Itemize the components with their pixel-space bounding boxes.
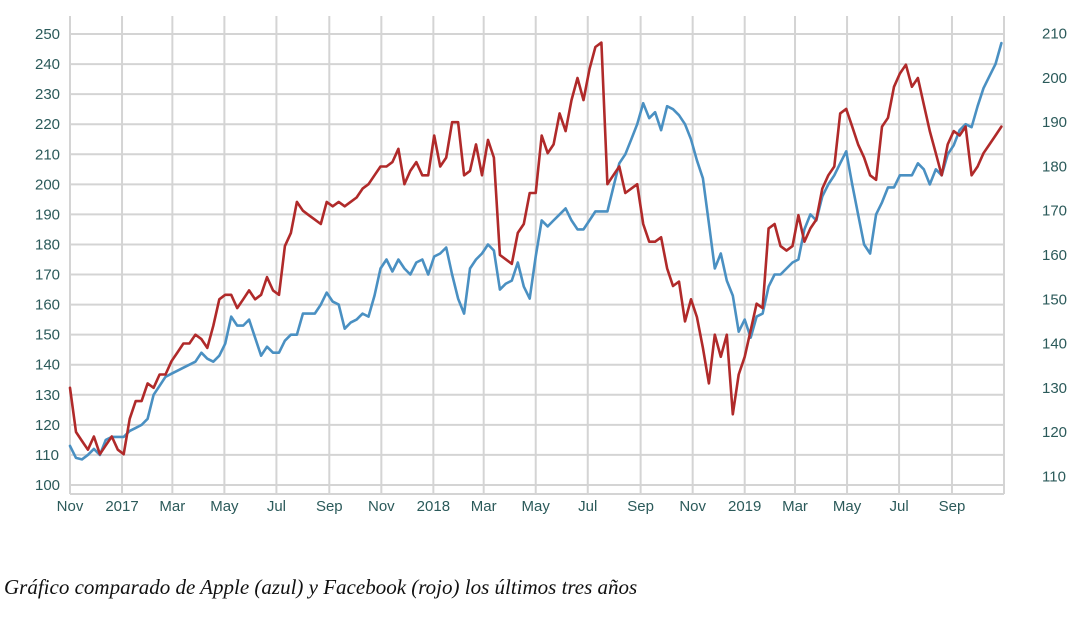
x-axis-tick-label: Nov: [368, 498, 395, 515]
right-axis-tick-label: 150: [1042, 291, 1067, 308]
chart-caption: Gráfico comparado de Apple (azul) y Face…: [4, 575, 638, 599]
x-axis-tick-label: Sep: [316, 498, 343, 515]
x-axis-tick-label: Nov: [679, 498, 706, 515]
right-axis-tick-label: 210: [1042, 26, 1067, 43]
left-axis-tick-label: 160: [35, 297, 60, 314]
facebook-series-line: [68, 41, 1003, 456]
left-axis-tick-label: 210: [35, 146, 60, 163]
x-axis-tick-label: Sep: [939, 498, 966, 515]
right-axis-tick-label: 160: [1042, 247, 1067, 264]
x-axis-tick-label: May: [522, 498, 551, 515]
left-axis-tick-label: 140: [35, 357, 60, 374]
left-axis-tick-label: 150: [35, 327, 60, 344]
left-axis-tick-label: 110: [35, 447, 59, 464]
right-axis-tick-label: 110: [1042, 468, 1066, 485]
x-axis-tick-label: Jul: [889, 498, 908, 515]
x-axis-tick-label: May: [210, 498, 239, 515]
left-axis-tick-label: 220: [35, 116, 60, 133]
left-axis-tick-label: 130: [35, 387, 60, 404]
right-axis-tick-label: 190: [1042, 114, 1067, 131]
right-axis-tick-label: 200: [1042, 70, 1067, 87]
x-axis-tick-label: Nov: [57, 498, 84, 515]
x-axis-tick-label: Jul: [578, 498, 597, 515]
line-chart: 100 110 120 130 140 150 160 170 180 190 200 210 220 2…: [35, 16, 1067, 515]
right-axis-tick-label: 170: [1042, 203, 1067, 220]
left-axis-tick-label: 170: [35, 267, 60, 284]
series-lines: [68, 41, 1003, 461]
x-axis-tick-label: May: [833, 498, 862, 515]
left-axis-tick-label: 200: [35, 176, 60, 193]
left-axis-tick-label: 230: [35, 86, 60, 103]
x-axis-tick-label: Mar: [782, 498, 808, 515]
left-axis-tick-label: 190: [35, 206, 60, 223]
right-axis-tick-labels: 110 120 130 140 150 160 170 180 190 200 210: [1042, 26, 1067, 486]
right-axis-tick-label: 140: [1042, 336, 1067, 353]
x-axis-tick-label: Sep: [627, 498, 654, 515]
x-axis-tick-label: Mar: [159, 498, 185, 515]
right-axis-tick-label: 180: [1042, 158, 1067, 175]
x-axis-tick-label: 2017: [105, 498, 138, 515]
x-axis-tick-label: 2018: [417, 498, 450, 515]
x-axis-tick-label: 2019: [728, 498, 761, 515]
left-axis-tick-label: 180: [35, 236, 60, 253]
left-axis-tick-labels: 100 110 120 130 140 150 160 170 180 190 200 210 220 2…: [35, 26, 60, 494]
x-axis-tick-label: Mar: [471, 498, 497, 515]
left-axis-tick-label: 100: [35, 477, 60, 494]
right-axis-tick-label: 130: [1042, 380, 1067, 397]
x-axis-tick-labels: Nov 2017 Mar May Jul Sep Nov 2018 Mar May Jul Sep No…: [57, 498, 966, 515]
apple-series-line: [68, 41, 1003, 461]
left-axis-tick-label: 240: [35, 56, 60, 73]
right-axis-tick-label: 120: [1042, 424, 1067, 441]
left-axis-tick-label: 250: [35, 26, 60, 43]
x-axis-tick-label: Jul: [267, 498, 286, 515]
left-axis-tick-label: 120: [35, 417, 60, 434]
